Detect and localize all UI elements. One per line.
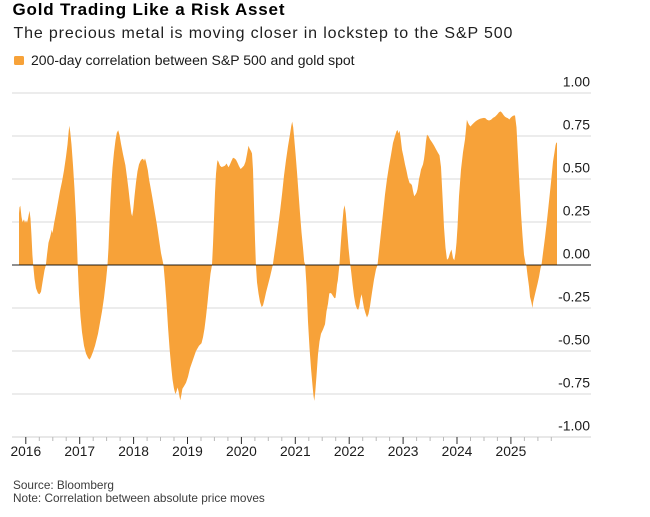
svg-text:2022: 2022: [334, 444, 365, 459]
svg-text:-1.00: -1.00: [558, 418, 590, 434]
svg-text:1.00: 1.00: [563, 74, 590, 90]
svg-text:0.50: 0.50: [563, 160, 590, 176]
svg-text:2024: 2024: [442, 444, 473, 459]
svg-text:2023: 2023: [388, 444, 419, 459]
svg-text:2017: 2017: [64, 444, 95, 459]
svg-text:-0.25: -0.25: [558, 289, 590, 305]
svg-text:0.75: 0.75: [563, 117, 590, 133]
svg-text:2021: 2021: [280, 444, 311, 459]
svg-text:2025: 2025: [496, 444, 527, 459]
svg-text:-0.50: -0.50: [558, 332, 590, 348]
svg-text:2016: 2016: [10, 444, 41, 459]
svg-text:2018: 2018: [118, 444, 149, 459]
svg-text:0.25: 0.25: [563, 203, 590, 219]
svg-text:2020: 2020: [226, 444, 257, 459]
svg-text:2019: 2019: [172, 444, 203, 459]
svg-text:0.00: 0.00: [563, 246, 590, 262]
svg-text:-0.75: -0.75: [558, 375, 590, 391]
